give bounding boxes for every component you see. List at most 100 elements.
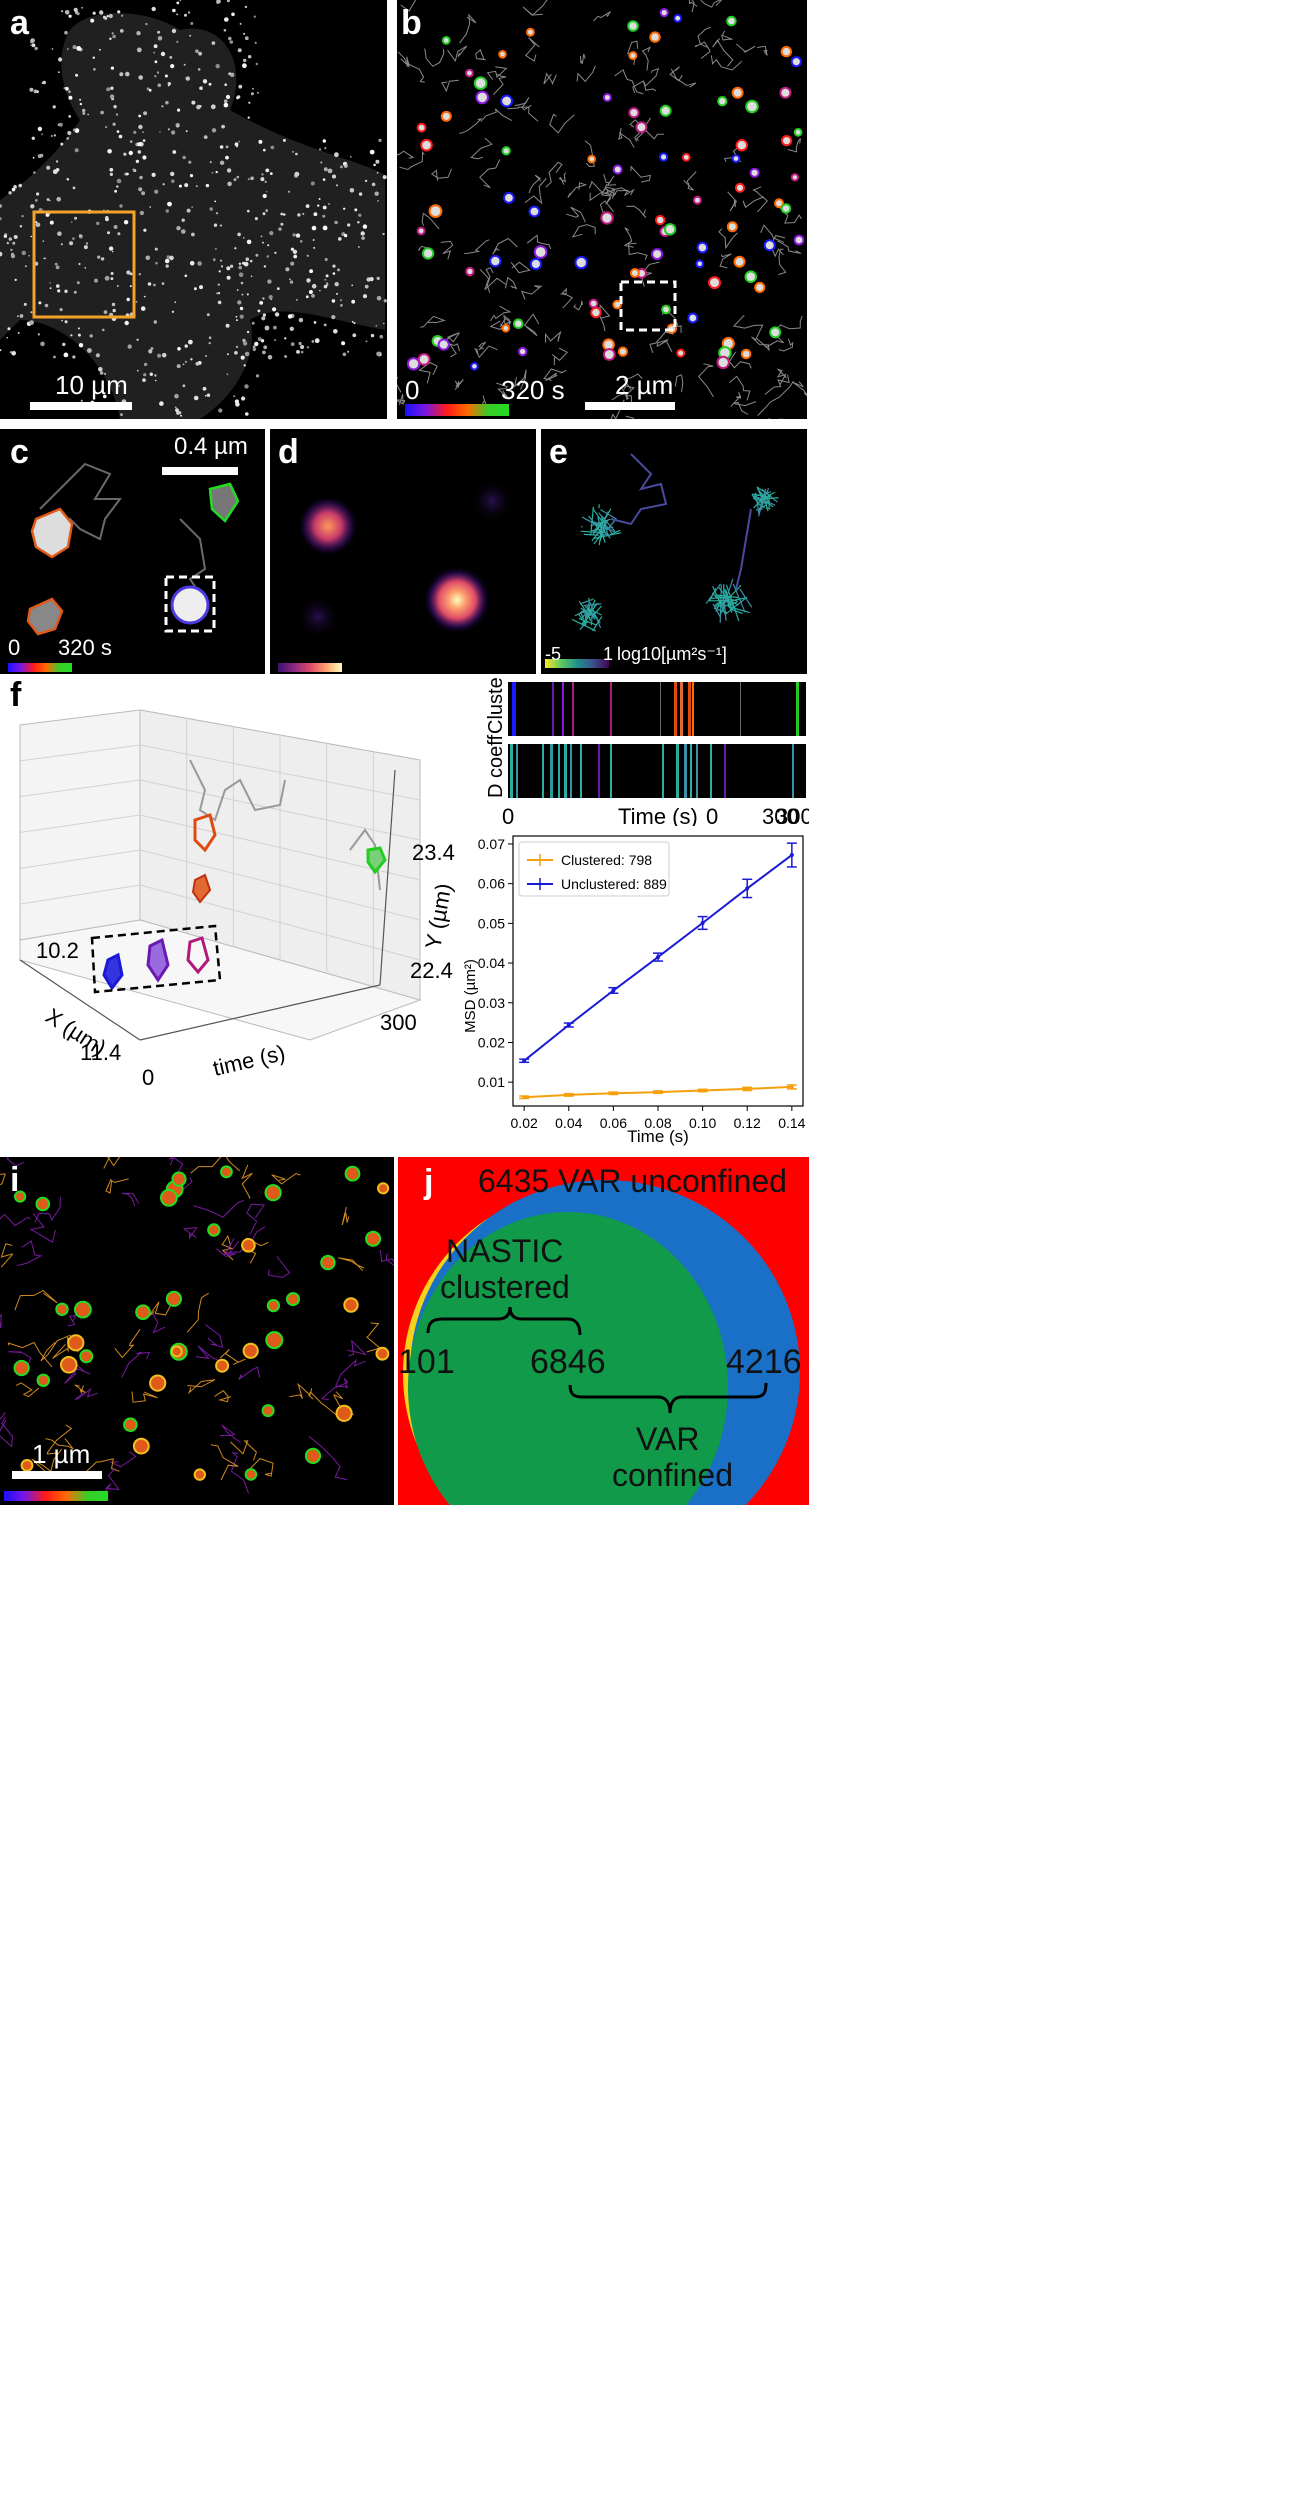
fluor-spot xyxy=(137,150,142,154)
fluor-spot xyxy=(289,280,294,284)
fluor-spot xyxy=(318,148,322,151)
colorbar-unit-e: log10[µm²s⁻¹] xyxy=(617,644,727,664)
fluor-spot xyxy=(37,333,41,336)
fluor-spot xyxy=(322,139,326,143)
diffusion-step xyxy=(580,525,583,528)
fluor-spot xyxy=(297,213,301,217)
fluor-spot xyxy=(210,104,216,110)
fluor-spot xyxy=(142,155,147,160)
fluor-spot xyxy=(182,363,185,366)
fluor-spot xyxy=(42,240,45,243)
fluor-spot xyxy=(226,266,231,271)
track xyxy=(241,1164,253,1199)
fluor-spot xyxy=(119,29,124,33)
fluor-spot xyxy=(284,355,287,358)
fluor-spot xyxy=(44,303,49,308)
track xyxy=(674,374,684,393)
cluster-hull xyxy=(286,1292,300,1307)
fluor-spot xyxy=(260,177,265,182)
track xyxy=(216,1240,240,1258)
fluor-spot xyxy=(135,301,138,303)
cluster-hull xyxy=(676,348,686,358)
fluor-spot xyxy=(298,341,302,346)
fluor-spot xyxy=(147,282,152,286)
track xyxy=(475,49,486,61)
fluor-spot xyxy=(293,254,298,259)
diffusion-step xyxy=(585,614,593,617)
track xyxy=(397,51,410,68)
fluor-spot xyxy=(126,270,131,275)
fluor-spot xyxy=(117,10,121,14)
track xyxy=(787,138,801,153)
cluster-event xyxy=(692,682,694,736)
fluor-spot xyxy=(295,152,298,156)
fluor-spot xyxy=(19,225,23,228)
diffusion-step xyxy=(582,611,593,615)
cluster-hull xyxy=(659,152,669,162)
fluor-spot xyxy=(209,161,212,164)
diffusion-step xyxy=(756,486,772,497)
fluor-spot xyxy=(197,68,201,71)
dcoeff-event xyxy=(710,744,712,798)
dcoeff-event xyxy=(580,744,582,798)
fluor-spot xyxy=(218,270,221,273)
track xyxy=(635,129,665,141)
fluor-spot xyxy=(153,283,156,287)
fluor-spot xyxy=(239,22,242,25)
fluor-spot xyxy=(252,345,256,349)
fluor-spot xyxy=(231,12,235,17)
fluor-spot xyxy=(166,255,171,259)
colorbar-c xyxy=(8,663,72,672)
dcoeff-event xyxy=(696,744,698,798)
track xyxy=(751,336,770,352)
fluor-spot xyxy=(226,275,231,280)
cluster-hull xyxy=(375,1346,390,1361)
fluor-spot xyxy=(236,175,240,179)
panel-e: e -5 1 log10[µm²s⁻¹] xyxy=(541,429,807,674)
cluster-hull xyxy=(14,1190,27,1203)
fluor-spot xyxy=(11,187,16,192)
fluor-spot xyxy=(332,174,336,179)
track xyxy=(525,37,540,62)
fluor-spot xyxy=(262,297,265,300)
cluster-hull xyxy=(241,1238,256,1253)
fluor-spot xyxy=(212,258,216,262)
track xyxy=(612,188,635,198)
track xyxy=(549,113,575,134)
fluor-spot xyxy=(289,326,294,331)
scale-bar-c xyxy=(162,467,238,475)
track xyxy=(543,368,567,380)
fluor-spot xyxy=(324,278,327,281)
fluor-spot xyxy=(310,181,315,186)
track xyxy=(16,1240,43,1267)
fluor-spot xyxy=(150,347,154,350)
track xyxy=(182,1226,198,1240)
fluor-spot xyxy=(127,344,132,349)
fluor-spot xyxy=(161,105,164,108)
grid-line xyxy=(19,814,141,833)
fluor-spot xyxy=(72,355,76,359)
fluor-spot xyxy=(167,84,170,87)
track xyxy=(778,338,794,352)
fluor-spot xyxy=(365,340,368,343)
track xyxy=(101,1467,120,1496)
fluor-spot xyxy=(99,48,101,51)
fluor-spot xyxy=(84,267,87,269)
fluor-spot xyxy=(58,57,63,62)
fluor-spot xyxy=(323,284,328,289)
cluster-hull xyxy=(215,1358,230,1373)
panel-label-d: d xyxy=(278,433,299,471)
cluster-hull xyxy=(588,298,599,309)
fluor-spot xyxy=(116,185,119,188)
fluor-spot xyxy=(224,17,229,22)
fluor-spot xyxy=(202,79,208,84)
fluor-spot xyxy=(223,29,227,32)
y-tick-2-f: 22.4 xyxy=(410,958,453,983)
fluor-spot xyxy=(267,354,273,360)
t-tick-2-f: 300 xyxy=(380,1010,417,1035)
venn-confined: confined xyxy=(612,1457,733,1493)
fluor-spot xyxy=(195,361,200,366)
fluor-spot xyxy=(129,140,133,143)
fluor-spot xyxy=(376,276,380,280)
fluor-spot xyxy=(191,206,194,209)
